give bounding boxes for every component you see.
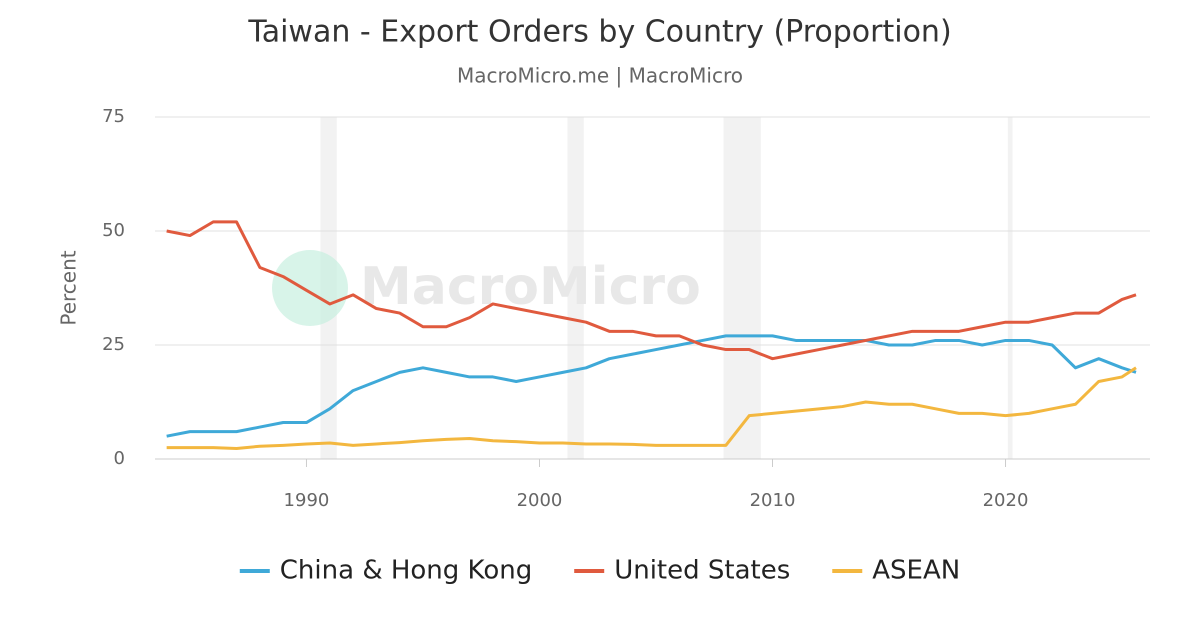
- y-tick-label: 50: [102, 220, 125, 241]
- y-tick-label: 75: [102, 106, 125, 127]
- watermark-logo: [272, 250, 348, 326]
- chart-subtitle: MacroMicro.me | MacroMicro: [457, 64, 743, 88]
- x-tick-label: 2010: [750, 490, 796, 511]
- y-axis-label: Percent: [57, 250, 81, 325]
- recession-band: [567, 117, 584, 459]
- legend-label: United States: [614, 556, 790, 586]
- recession-band: [1007, 117, 1013, 459]
- y-tick-label: 25: [102, 334, 125, 355]
- legend: China & Hong Kong United States ASEAN: [239, 556, 960, 586]
- y-tick-label: 0: [114, 448, 125, 469]
- x-tick-label: 2020: [983, 490, 1029, 511]
- series-line: [166, 220, 1137, 361]
- recession-band: [723, 117, 761, 459]
- legend-label: ASEAN: [872, 556, 960, 586]
- series-line: [166, 334, 1137, 438]
- legend-label: China & Hong Kong: [280, 556, 532, 586]
- x-tick-label: 2000: [517, 490, 563, 511]
- watermark: MacroMicro: [360, 257, 701, 317]
- series-line: [166, 366, 1137, 451]
- x-tick-label: 1990: [284, 490, 330, 511]
- chart-title: Taiwan - Export Orders by Country (Propo…: [247, 15, 951, 50]
